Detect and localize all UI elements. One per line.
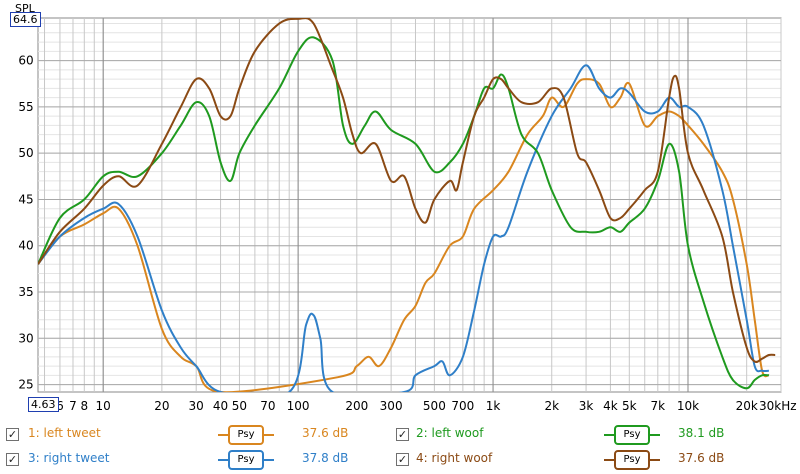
y-tick-label: 60 (18, 54, 33, 68)
x-tick-label: 3k (579, 399, 594, 413)
psy-button[interactable]: Psy (604, 425, 660, 445)
trace-name: 3: right tweet (28, 451, 110, 465)
series-line-4-right-woof (38, 18, 776, 363)
trace-level: 37.6 dB (302, 426, 349, 440)
x-tick-label: 200 (345, 399, 368, 413)
psy-button[interactable]: Psy (604, 450, 660, 470)
trace-name: 4: right woof (416, 451, 493, 465)
trace-checkbox[interactable]: ✓ (6, 428, 19, 441)
legend-row: ✓ 3: right tweet Psy 37.8 dB ✓ 4: right … (0, 449, 800, 471)
x-tick-label: 10k (677, 399, 699, 413)
psy-button-label: Psy (228, 450, 264, 470)
x-tick-label: 1k (486, 399, 501, 413)
legend-item-right-woof: ✓ 4: right woof Psy 37.6 dB (396, 449, 796, 471)
x-tick-label: 30kHz (759, 399, 797, 413)
psy-button-label: Psy (228, 425, 264, 445)
psy-button[interactable]: Psy (218, 425, 274, 445)
y-tick-label: 50 (18, 146, 33, 160)
psy-button[interactable]: Psy (218, 450, 274, 470)
y-tick-label: 35 (18, 285, 33, 299)
trace-checkbox[interactable]: ✓ (6, 453, 19, 466)
legend-row: ✓ 1: left tweet Psy 37.6 dB ✓ 2: left wo… (0, 424, 800, 446)
x-min-input[interactable]: 4.63 (28, 397, 59, 412)
x-tick-label: 70 (260, 399, 275, 413)
series-line-3-right-tweet (38, 64, 769, 392)
legend-item-right-tweet: ✓ 3: right tweet Psy 37.8 dB (6, 449, 396, 471)
x-tick-label: 7 (69, 399, 77, 413)
x-tick-label: 2k (544, 399, 559, 413)
y-tick-label: 40 (18, 239, 33, 253)
x-tick-label: 4k (603, 399, 618, 413)
y-tick-label: 30 (18, 331, 33, 345)
trace-level: 38.1 dB (678, 426, 725, 440)
trace-legend: ✓ 1: left tweet Psy 37.6 dB ✓ 2: left wo… (0, 420, 800, 474)
x-tick-label: 20k (736, 399, 758, 413)
trace-level: 37.8 dB (302, 451, 349, 465)
series-line-2-left-woof (38, 36, 769, 390)
y-tick-label: 25 (18, 378, 33, 392)
y-max-input[interactable]: 64.6 (10, 12, 41, 27)
spl-plot: 25 30 35 40 45 50 55 60 6 7 8 10 20 30 40 50 70 100 200 300… (18, 17, 797, 413)
x-tick-label: 5k (622, 399, 637, 413)
x-tick-label: 20 (154, 399, 169, 413)
y-axis-label: SPL (15, 2, 35, 15)
x-tick-label: 30 (189, 399, 204, 413)
x-tick-label: 50 (232, 399, 247, 413)
x-tick-label: 7k (651, 399, 666, 413)
x-tick-label: 8 (80, 399, 88, 413)
y-tick-label: 55 (18, 100, 33, 114)
x-tick-label: 40 (213, 399, 228, 413)
x-tick-label: 300 (380, 399, 403, 413)
x-tick-label: 700 (451, 399, 474, 413)
legend-item-left-woof: ✓ 2: left woof Psy 38.1 dB (396, 424, 796, 446)
x-tick-label: 10 (96, 399, 111, 413)
trace-name: 2: left woof (416, 426, 484, 440)
psy-button-label: Psy (614, 425, 650, 445)
x-tick-label: 500 (423, 399, 446, 413)
trace-checkbox[interactable]: ✓ (396, 453, 409, 466)
x-tick-label: 100 (287, 399, 310, 413)
legend-item-left-tweet: ✓ 1: left tweet Psy 37.6 dB (6, 424, 396, 446)
trace-checkbox[interactable]: ✓ (396, 428, 409, 441)
trace-name: 1: left tweet (28, 426, 101, 440)
frequency-response-graph[interactable]: 25 30 35 40 45 50 55 60 6 7 8 10 20 30 40 50 70 100 200 300… (0, 0, 800, 420)
y-tick-label: 45 (18, 192, 33, 206)
psy-button-label: Psy (614, 450, 650, 470)
x-tick-label: 6 (56, 399, 64, 413)
trace-level: 37.6 dB (678, 451, 725, 465)
